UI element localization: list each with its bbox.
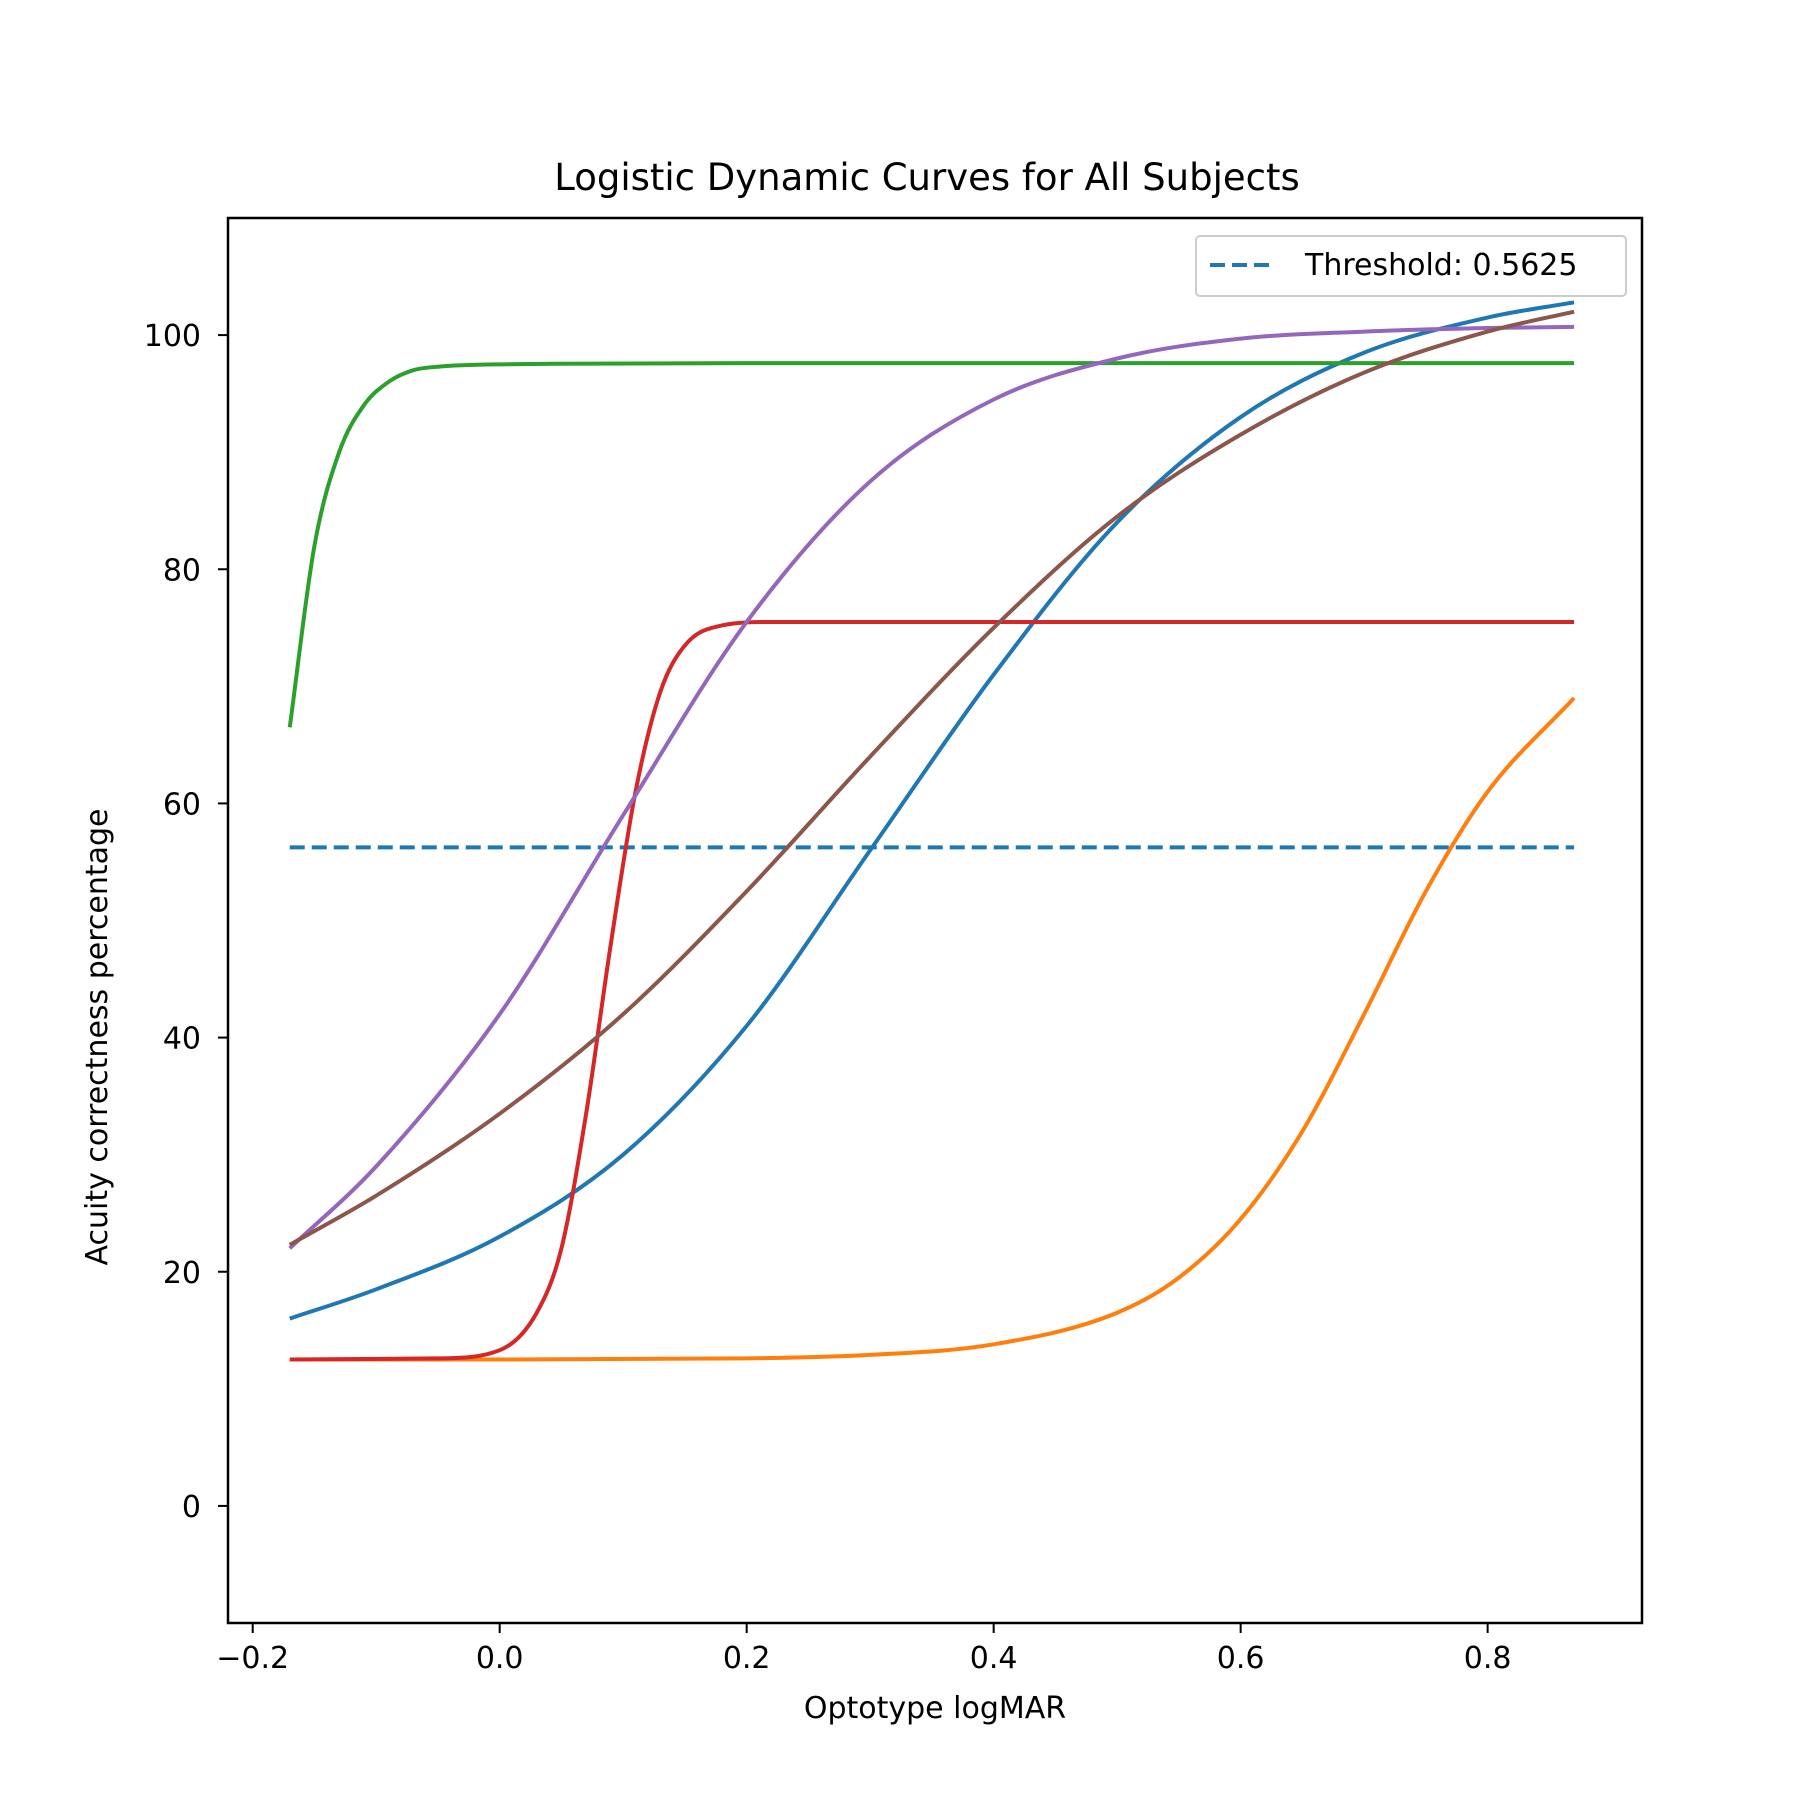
series-line-subject-4 [289,619,1575,1362]
chart-title: Logistic Dynamic Curves for All Subjects [554,156,1300,199]
x-tick-label: −0.2 [216,1641,289,1676]
x-tick-label: 0.2 [723,1641,771,1676]
y-tick-label: 60 [163,787,201,822]
x-axis-ticks: −0.2 0.0 0.2 0.4 0.6 0.8 [216,1623,1511,1676]
y-axis-ticks: 0 20 40 60 80 100 [144,319,228,1525]
series-line-subject-6 [288,309,1575,1247]
x-axis-label: Optotype logMAR [804,1691,1066,1726]
x-tick-label: 0.8 [1464,1641,1512,1676]
y-tick-label: 0 [182,1490,201,1525]
series-line-subject-2 [289,696,1576,1362]
series-line-subject-5 [288,324,1575,1250]
y-tick-label: 80 [163,553,201,588]
legend-box [1195,235,1627,297]
y-axis-label: Acuity correctness percentage [80,809,115,1266]
x-tick-label: 0.6 [1217,1641,1265,1676]
x-tick-label: 0.4 [970,1641,1018,1676]
plot-data-layer [287,300,1576,1362]
x-tick-label: 0.0 [476,1641,524,1676]
series-line-subject-1 [289,300,1575,1321]
y-tick-label: 100 [144,319,201,354]
legend: Threshold: 0.5625 [1195,235,1627,297]
series-line-subject-3 [287,361,1575,728]
y-tick-label: 20 [163,1256,201,1291]
y-tick-label: 40 [163,1022,201,1057]
legend-threshold-label: Threshold: 0.5625 [1304,248,1577,283]
plot-area-frame [226,216,1644,1625]
